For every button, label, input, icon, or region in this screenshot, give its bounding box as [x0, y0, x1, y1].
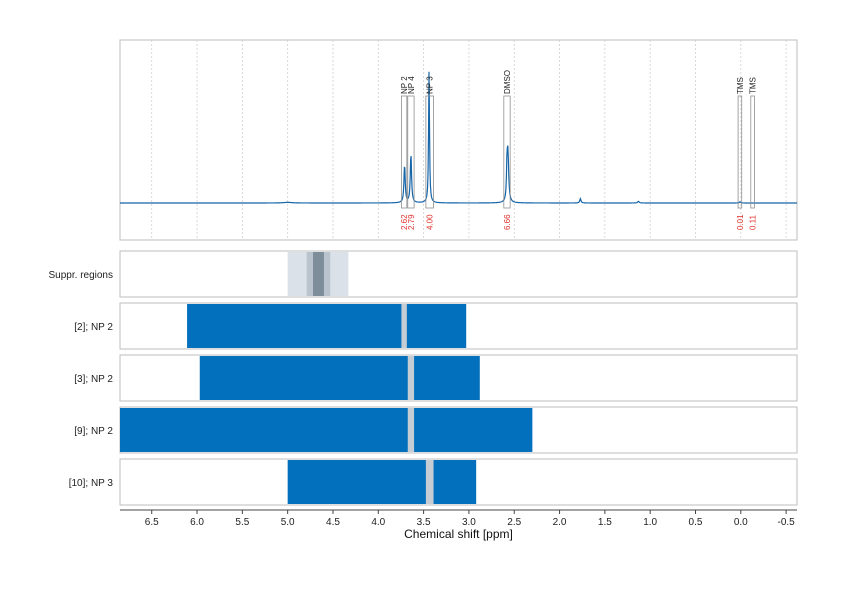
row-panel: [9]; NP 2 — [74, 406, 798, 454]
x-tick-label: 5.5 — [235, 517, 249, 528]
window-bar — [120, 408, 533, 452]
x-tick-label: 2.5 — [507, 517, 521, 528]
window-bar — [287, 460, 477, 504]
row-panel: [2]; NP 2 — [74, 302, 798, 350]
x-tick-label: 5.0 — [281, 517, 295, 528]
x-tick-label: 4.0 — [371, 517, 385, 528]
spectrum-line — [120, 71, 797, 204]
peak-annotation-box — [425, 95, 434, 209]
x-tick-label: 1.0 — [643, 517, 657, 528]
peak-integral-label: 6.66 — [503, 214, 512, 230]
peak-annotation-box — [737, 95, 743, 209]
row-label: [2]; NP 2 — [74, 322, 113, 333]
x-tick-label: -0.5 — [778, 517, 796, 528]
window-bar — [187, 304, 467, 348]
peak-integral-label: 2.79 — [407, 214, 416, 230]
peak-annotation-label: TMS — [736, 77, 745, 94]
x-tick-label: 0.5 — [689, 517, 703, 528]
peak-marker — [401, 304, 407, 348]
x-tick-label: 1.5 — [598, 517, 612, 528]
x-axis-title: Chemical shift [ppm] — [404, 527, 513, 541]
row-panel: [3]; NP 2 — [74, 354, 798, 402]
spectrum-frame — [119, 39, 798, 241]
peak-integral-label: 4.00 — [426, 214, 435, 230]
row-panels: Suppr. regions [2]; NP 2 [3]; NP 2 [9]; NP … — [49, 250, 798, 506]
peak-annotation-box — [407, 95, 415, 209]
peak-integral-label: 2.62 — [400, 214, 409, 230]
row-panel: Suppr. regions — [49, 250, 798, 298]
peak-marker — [407, 356, 415, 400]
peak-annotation-label: DMSO — [503, 70, 512, 94]
peak-annotation-box — [503, 95, 511, 209]
x-tick-label: 6.5 — [145, 517, 159, 528]
row-frame — [119, 250, 798, 298]
peak-annotation-label: NP 3 — [426, 76, 435, 94]
peak-annotation-box — [401, 95, 408, 209]
window-bar — [199, 356, 480, 400]
row-label: [3]; NP 2 — [74, 374, 113, 385]
row-label: [10]; NP 3 — [69, 478, 114, 489]
peak-marker — [425, 460, 434, 504]
peak-annotation-label: NP 4 — [407, 76, 416, 94]
x-tick-label: 2.0 — [553, 517, 567, 528]
x-tick-label: 0.0 — [734, 517, 748, 528]
peak-integral-label: 0.01 — [736, 214, 745, 230]
row-label: Suppr. regions — [49, 270, 114, 281]
peak-marker — [407, 408, 415, 452]
peak-annotation-label: NP 2 — [400, 76, 409, 94]
x-tick-label: 3.5 — [417, 517, 431, 528]
peak-integral-label: 0.11 — [749, 214, 758, 230]
x-tick-label: 6.0 — [190, 517, 204, 528]
row-panel: [10]; NP 3 — [69, 458, 798, 506]
x-axis: 6.5 6.0 5.5 5.0 4.5 4.0 3.5 3.0 2.5 2.0 1.5 1.0 0.5 0… — [120, 509, 797, 528]
suppression-band — [313, 252, 324, 296]
x-tick-label: 3.0 — [462, 517, 476, 528]
x-tick-label: 4.5 — [326, 517, 340, 528]
row-label: [9]; NP 2 — [74, 426, 113, 437]
peak-annotation-box — [750, 95, 755, 209]
peak-annotation-label: TMS — [749, 77, 758, 94]
spectrum-panel: NP 2 2.62 NP 4 2.79 NP 3 4.00 DMSO 6.66 TMS 0.01 T… — [119, 39, 798, 241]
